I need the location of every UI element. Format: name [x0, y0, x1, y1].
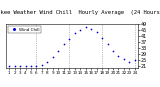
Point: [30, 66, 32, 67]
Point: [134, 60, 136, 61]
Point: [123, 58, 125, 60]
Point: [41, 64, 43, 66]
Point: [63, 43, 65, 45]
Legend: Wind Chill: Wind Chill: [8, 26, 41, 33]
Point: [68, 39, 71, 40]
Point: [112, 51, 114, 52]
Point: [73, 33, 76, 34]
Point: [19, 66, 21, 67]
Point: [52, 57, 54, 58]
Point: [24, 66, 27, 67]
Point: [95, 31, 98, 33]
Point: [35, 66, 38, 67]
Point: [8, 66, 10, 67]
Point: [106, 43, 109, 45]
Point: [46, 61, 49, 63]
Point: [117, 55, 120, 57]
Text: Milwaukee Weather Wind Chill  Hourly Average  (24 Hours): Milwaukee Weather Wind Chill Hourly Aver…: [0, 10, 160, 15]
Point: [13, 66, 16, 67]
Point: [101, 37, 103, 39]
Point: [57, 51, 60, 52]
Point: [79, 30, 81, 31]
Point: [90, 28, 92, 30]
Point: [128, 61, 131, 63]
Point: [84, 27, 87, 28]
